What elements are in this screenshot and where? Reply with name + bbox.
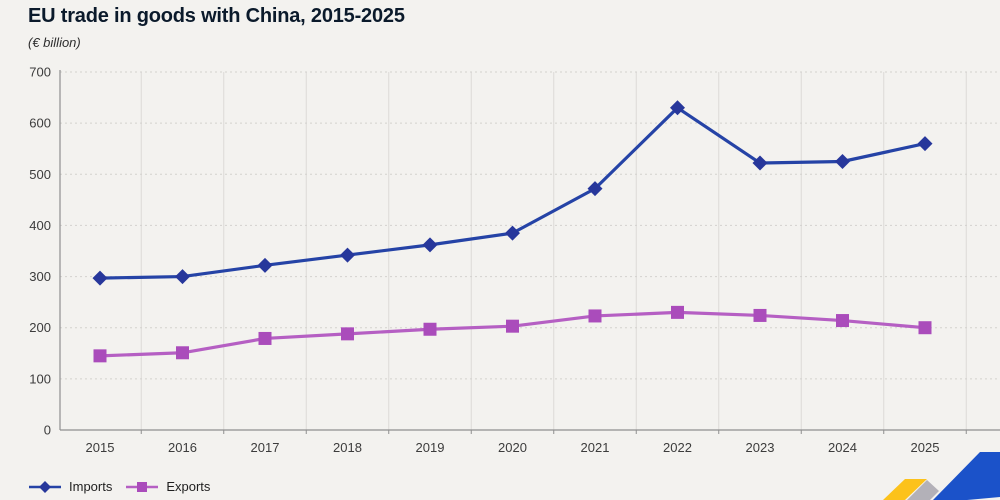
exports-data-point [588, 309, 602, 323]
svg-text:2019: 2019 [416, 440, 445, 455]
imports-data-point [175, 269, 190, 285]
svg-text:700: 700 [29, 65, 51, 80]
svg-text:2025: 2025 [911, 440, 940, 455]
imports-data-point [835, 154, 850, 169]
exports-data-point [93, 349, 107, 363]
svg-text:100: 100 [29, 371, 51, 386]
axes [59, 70, 1000, 434]
imports-data-point [752, 155, 768, 171]
imports-data-point [505, 225, 520, 241]
exports-data-point [671, 305, 684, 319]
svg-text:500: 500 [29, 167, 51, 182]
exports-data-point [918, 321, 932, 335]
svg-text:400: 400 [29, 218, 51, 233]
svg-text:2024: 2024 [828, 440, 857, 455]
svg-text:200: 200 [29, 320, 51, 335]
svg-text:2021: 2021 [581, 440, 610, 455]
legend-item-exports: Exports [125, 479, 210, 494]
svg-text:0: 0 [44, 423, 51, 438]
imports-series [92, 100, 933, 286]
imports-data-point [670, 100, 685, 116]
exports-data-point [836, 314, 849, 328]
imports-data-point [92, 270, 108, 286]
imports-data-point [422, 237, 438, 253]
imports-data-point [340, 247, 355, 263]
legend-item-label: Exports [166, 479, 211, 494]
svg-text:300: 300 [29, 269, 51, 284]
eurostat-logo [883, 452, 1000, 500]
x-axis-labels: 2015 2016 2017 2018 2019 2020 2021 2022 2023 2024… [86, 440, 940, 455]
imports-diamond-icon [29, 480, 61, 493]
legend-item-imports: Imports [28, 479, 112, 494]
exports-data-point [258, 331, 272, 345]
svg-text:2020: 2020 [498, 440, 527, 455]
legend-item-label: Imports [69, 479, 113, 494]
vertical-gridlines [140, 72, 967, 430]
imports-data-point [587, 181, 603, 197]
exports-square-icon [126, 481, 159, 492]
svg-text:2017: 2017 [251, 440, 280, 455]
svg-text:2023: 2023 [746, 440, 775, 455]
exports-data-point [423, 322, 437, 336]
chart-subtitle: (€ billion) [28, 35, 81, 50]
exports-data-point [341, 327, 354, 341]
exports-data-point [506, 319, 519, 333]
svg-text:2016: 2016 [168, 440, 197, 455]
exports-data-point [753, 308, 767, 322]
chart-title: EU trade in goods with China, 2015-2025 [28, 5, 405, 27]
imports-data-point [257, 257, 273, 273]
exports-series [93, 305, 932, 363]
svg-text:2018: 2018 [333, 440, 362, 455]
y-axis-labels: 0 100 200 300 400 500 600 700 [29, 65, 51, 438]
svg-text:600: 600 [29, 116, 51, 131]
svg-text:2022: 2022 [663, 440, 692, 455]
chart-legend: Imports Exports [28, 479, 210, 494]
svg-text:2015: 2015 [86, 440, 115, 455]
imports-data-point [917, 136, 933, 152]
exports-data-point [176, 346, 189, 360]
